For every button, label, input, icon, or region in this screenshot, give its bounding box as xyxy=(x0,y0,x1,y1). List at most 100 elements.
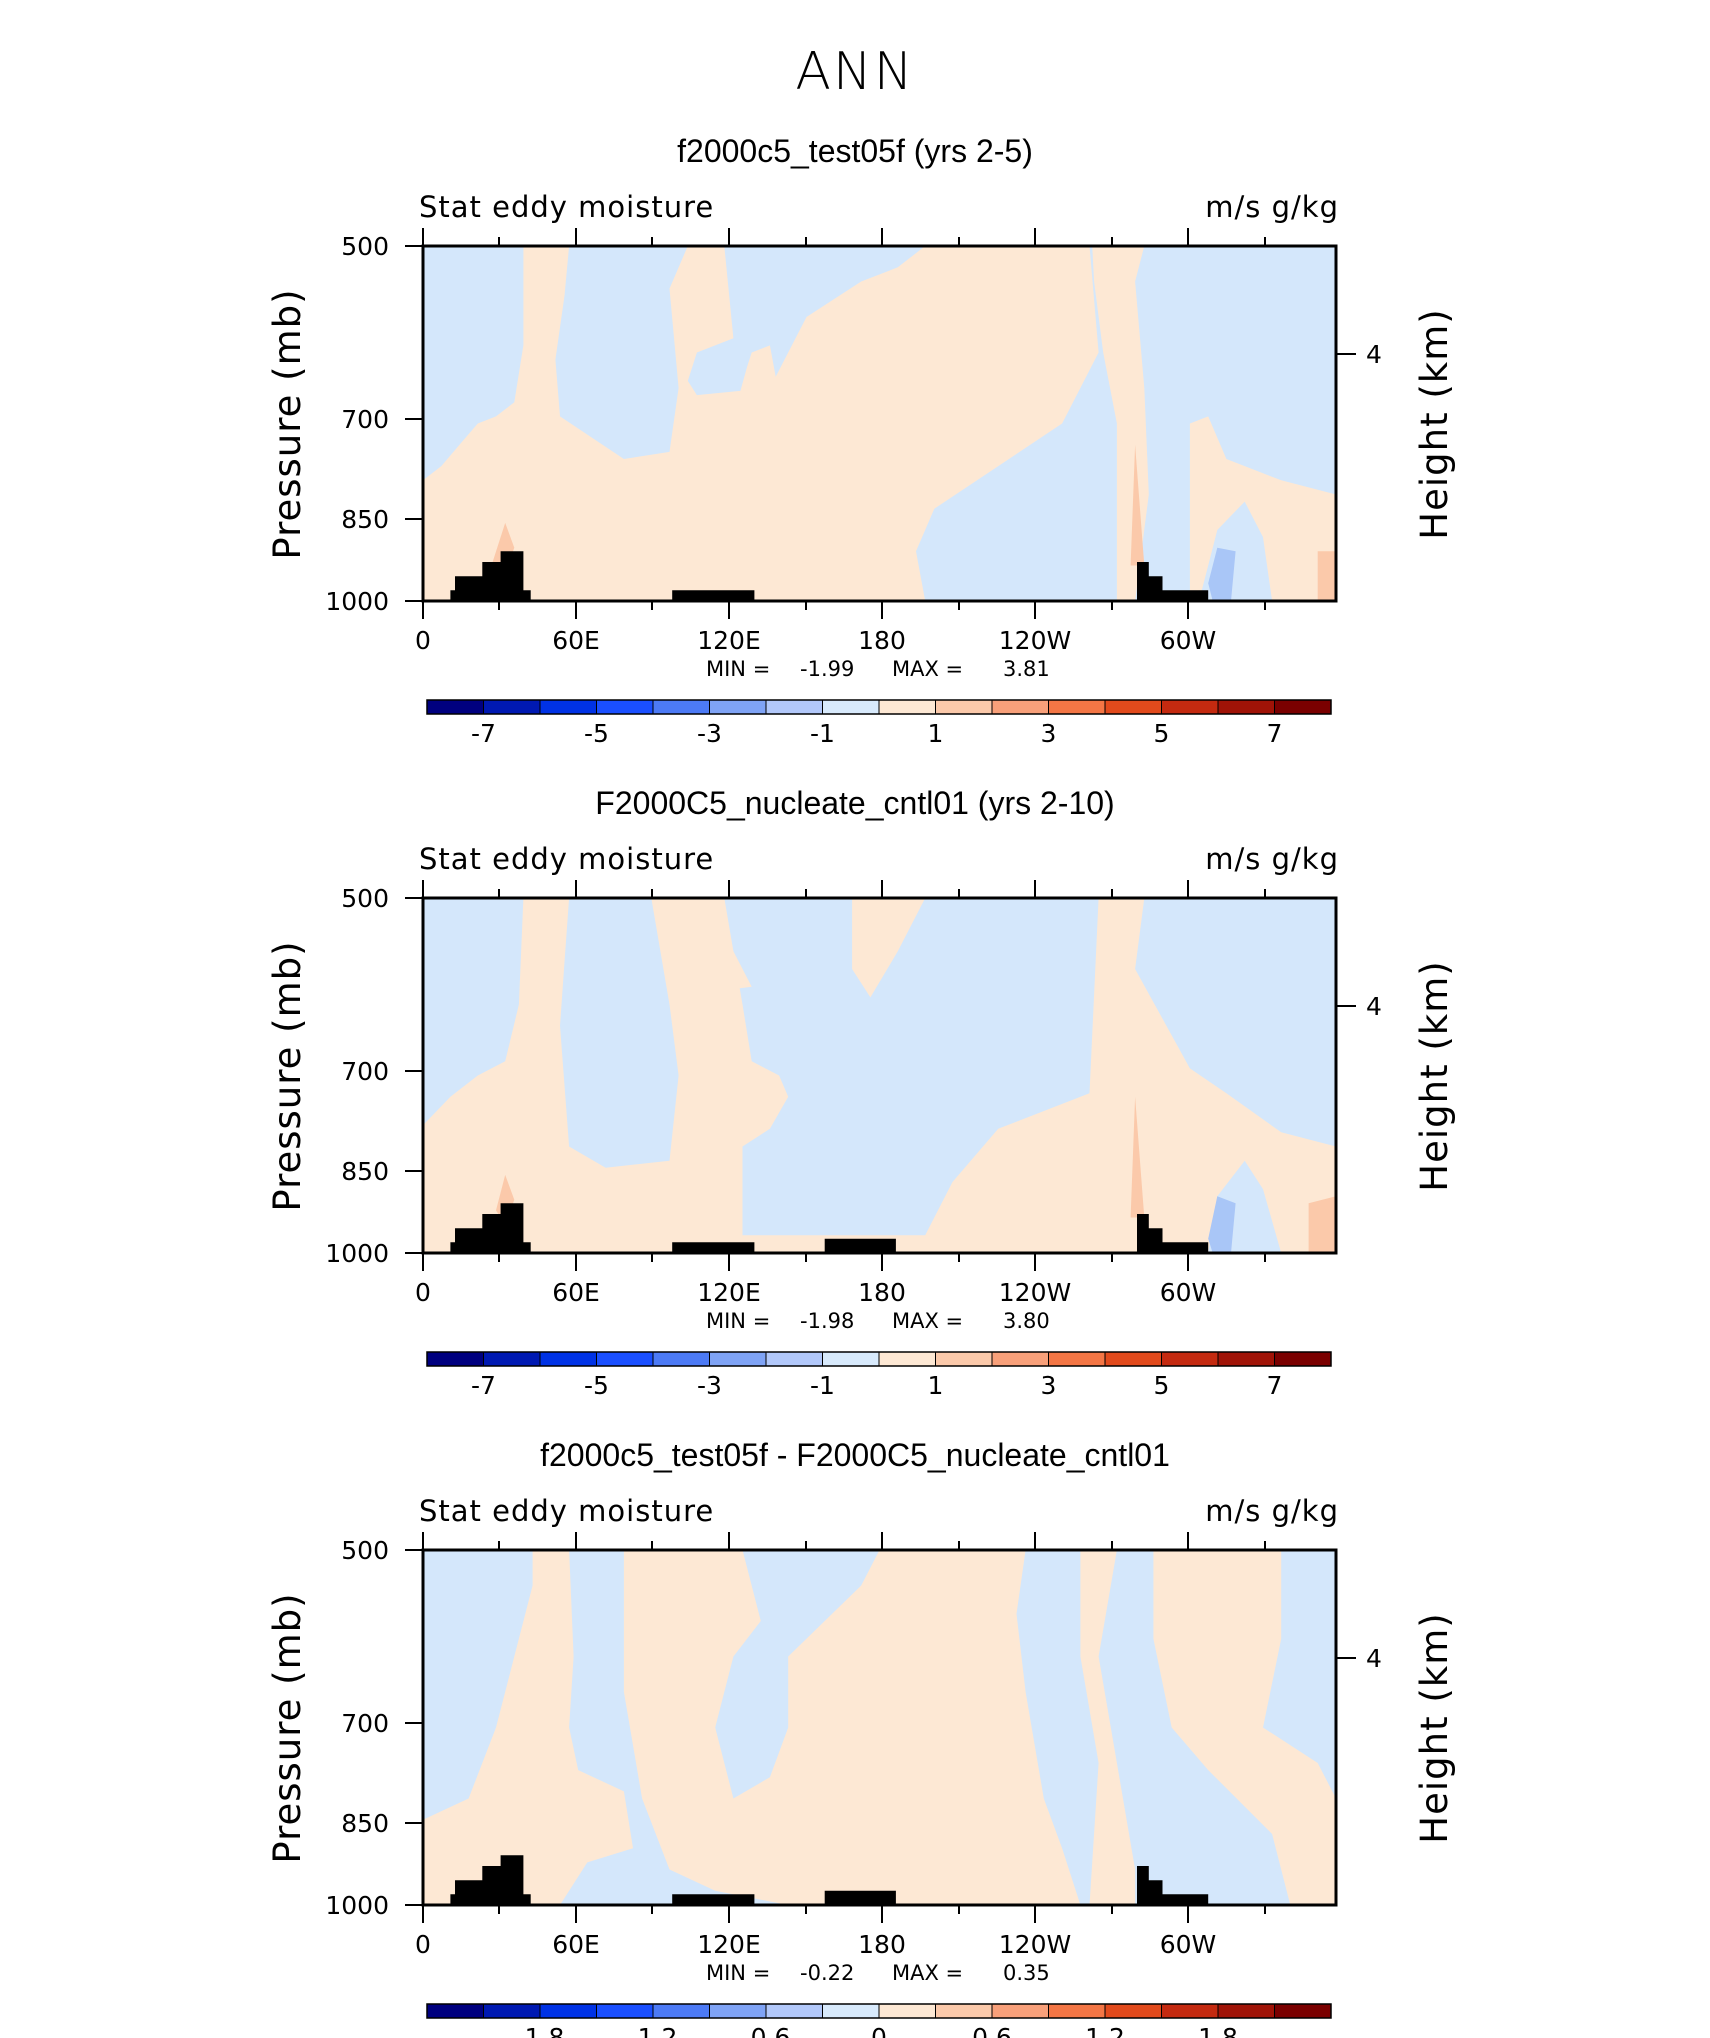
x-tick-label: 0 xyxy=(415,1278,431,1307)
x-tick-label: 60E xyxy=(552,1930,600,1959)
land-mask xyxy=(824,1238,896,1253)
colorbar-label: 5 xyxy=(1154,1371,1170,1400)
panel-control: F2000C5_nucleate_cntl01 (yrs 2-10) Stat … xyxy=(0,652,1710,1412)
y-right-tick-label: 4 xyxy=(1366,1644,1382,1673)
corner-label-left: Stat eddy moisture xyxy=(419,842,714,876)
field-positive xyxy=(706,898,752,991)
colorbar-label: -1 xyxy=(810,1371,835,1400)
field-positive-strong xyxy=(1317,551,1336,601)
stat-max-label: MAX = xyxy=(892,1309,963,1333)
y-right-axis-title: Height (km) xyxy=(1413,1612,1456,1843)
plot-frame xyxy=(421,896,1338,1255)
x-tick-label: 0 xyxy=(415,1930,431,1959)
corner-label-right: m/s g/kg xyxy=(1205,190,1339,224)
x-tick-label: 0 xyxy=(415,626,431,655)
field-positive xyxy=(1153,1550,1336,1905)
land-mask xyxy=(450,1855,531,1905)
stat-min-label: MIN = xyxy=(706,1961,770,1985)
plot-frame xyxy=(421,244,1338,603)
land-mask xyxy=(672,1242,755,1253)
colorbar-label: -7 xyxy=(471,1371,496,1400)
stat-max-label: MAX = xyxy=(892,1961,963,1985)
colorbar-label: 0.6 xyxy=(972,2023,1012,2038)
panel-test: f2000c5_test05f (yrs 2-5) Stat eddy mois… xyxy=(0,0,1710,760)
panel-difference: f2000c5_test05f - F2000C5_nucleate_cntl0… xyxy=(0,1304,1710,2038)
field-positive xyxy=(852,898,926,998)
y-tick-label: 500 xyxy=(341,232,389,261)
contour-plot: Stat eddy moisture m/s g/kg 500 700 850 1000 4… xyxy=(266,842,1456,1400)
colorbar-label: -5 xyxy=(584,1371,609,1400)
contour-plot: Stat eddy moisture m/s g/kg 500 700 850 1000 4… xyxy=(266,1494,1456,2038)
y-tick-label: 850 xyxy=(341,1157,389,1186)
colorbar-label: 1 xyxy=(928,1371,944,1400)
panel-title: f2000c5_test05f (yrs 2-5) xyxy=(677,133,1033,169)
colorbar-box xyxy=(765,2003,823,2019)
x-tick-label: 120W xyxy=(999,1278,1071,1307)
panel-title: F2000C5_nucleate_cntl01 (yrs 2-10) xyxy=(595,785,1115,821)
y-tick-label: 700 xyxy=(341,1709,389,1738)
stat-min-value: -1.99 xyxy=(800,657,854,681)
colorbar-label: 1.2 xyxy=(1085,2023,1125,2038)
x-tick-label: 120W xyxy=(999,626,1071,655)
colorbar-box xyxy=(539,2003,597,2019)
colorbar-box xyxy=(709,2003,767,2019)
field-positive xyxy=(961,246,990,289)
y-tick-label: 850 xyxy=(341,505,389,534)
x-tick-label: 60W xyxy=(1160,626,1217,655)
stat-max-value: 0.35 xyxy=(1003,1961,1050,1985)
x-tick-label: 60E xyxy=(552,626,600,655)
x-tick-label: 120E xyxy=(697,626,761,655)
colorbar-box xyxy=(426,2003,484,2019)
colorbar-label: 1.8 xyxy=(1198,2023,1238,2038)
y-tick-label: 500 xyxy=(341,884,389,913)
colorbar-label: 7 xyxy=(1267,719,1283,748)
colorbar-frame xyxy=(426,699,1332,715)
field-positive xyxy=(569,544,597,580)
colorbar-box xyxy=(1161,2003,1219,2019)
y-tick-label: 700 xyxy=(341,1057,389,1086)
colorbar-frame xyxy=(426,2003,1332,2019)
corner-label-left: Stat eddy moisture xyxy=(419,190,714,224)
x-tick-label: 60E xyxy=(552,1278,600,1307)
plot-frame xyxy=(421,1548,1338,1907)
land-mask xyxy=(672,1894,755,1905)
colorbar-label: 3 xyxy=(1041,1371,1057,1400)
stat-min-value: -0.22 xyxy=(800,1961,854,1985)
stat-min-label: MIN = xyxy=(706,657,770,681)
field-positive xyxy=(623,1550,1081,1905)
y-tick-label: 850 xyxy=(341,1809,389,1838)
x-tick-label: 120W xyxy=(999,1930,1071,1959)
colorbar-frame xyxy=(426,1351,1332,1367)
y-tick-label: 1000 xyxy=(325,587,389,616)
field-negative-strong xyxy=(1208,547,1236,601)
land-mask xyxy=(1137,562,1209,601)
colorbar-box xyxy=(652,2003,710,2019)
land-mask xyxy=(1137,1214,1209,1253)
y-right-axis-title: Height (km) xyxy=(1413,308,1456,539)
x-tick-label: 180 xyxy=(858,1278,906,1307)
colorbar-box xyxy=(1048,2003,1106,2019)
colorbar-label: -0.6 xyxy=(742,2023,791,2038)
y-tick-label: 700 xyxy=(341,405,389,434)
stat-max-value: 3.81 xyxy=(1003,657,1050,681)
main-title: ANN xyxy=(795,42,915,102)
field-positive-strong xyxy=(1130,444,1145,566)
land-mask xyxy=(450,1203,531,1253)
colorbar-label: -3 xyxy=(697,1371,722,1400)
stat-max-value: 3.80 xyxy=(1003,1309,1050,1333)
field-positive xyxy=(733,345,780,566)
contour-plot: Stat eddy moisture m/s g/kg 500 700 850 1000 4… xyxy=(266,190,1456,748)
colorbar-box xyxy=(1104,2003,1162,2019)
colorbar-label: -1.2 xyxy=(629,2023,678,2038)
y-axis-title: Pressure (mb) xyxy=(266,940,309,1211)
y-right-tick-label: 4 xyxy=(1366,340,1382,369)
corner-label-right: m/s g/kg xyxy=(1205,1494,1339,1528)
field-positive xyxy=(423,1550,633,1905)
x-tick-label: 120E xyxy=(697,1278,761,1307)
field-positive xyxy=(423,898,1336,1253)
land-mask xyxy=(1137,1866,1209,1905)
colorbar-box xyxy=(822,2003,880,2019)
x-tick-label: 120E xyxy=(697,1930,761,1959)
y-right-axis-title: Height (km) xyxy=(1413,960,1456,1191)
colorbar-box xyxy=(878,2003,936,2019)
